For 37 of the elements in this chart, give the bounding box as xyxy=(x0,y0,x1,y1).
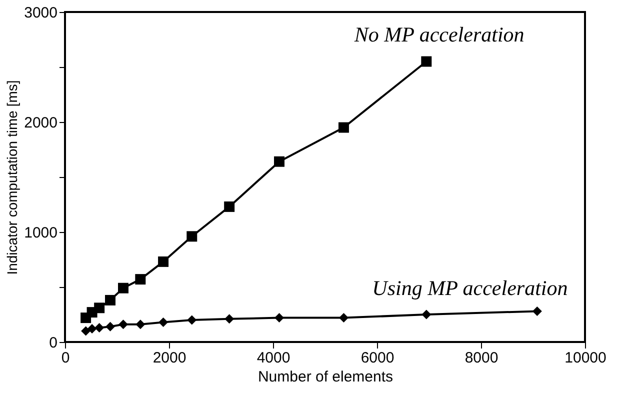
point xyxy=(187,315,197,325)
point xyxy=(224,314,234,324)
point xyxy=(274,156,284,167)
y-tick-label: 3000 xyxy=(24,4,58,22)
point xyxy=(186,231,198,242)
point xyxy=(118,320,128,330)
point xyxy=(421,56,432,67)
x-tick-label: 2000 xyxy=(152,350,186,366)
y-tick-label: 0 xyxy=(49,334,58,352)
y-tick-label: 1000 xyxy=(24,224,58,242)
x-axis-title: Number of elements xyxy=(258,368,394,386)
point xyxy=(94,302,105,314)
series-label: No MP acceleration xyxy=(353,22,524,46)
x-tick-label: 10000 xyxy=(564,350,606,366)
point xyxy=(158,317,168,327)
y-tick-label: 2000 xyxy=(24,114,58,132)
x-tick-label: 6000 xyxy=(360,350,394,366)
x-tick-label: 8000 xyxy=(464,350,498,366)
point xyxy=(422,310,432,320)
point xyxy=(105,322,115,332)
point xyxy=(532,306,542,316)
point xyxy=(87,324,97,334)
x-tick-label: 0 xyxy=(61,350,70,366)
point xyxy=(158,256,169,267)
point xyxy=(136,320,146,330)
point xyxy=(338,122,349,133)
point xyxy=(338,313,348,323)
point xyxy=(118,282,128,294)
point xyxy=(104,294,116,306)
point xyxy=(274,313,284,323)
point xyxy=(81,326,91,336)
y-axis-title: Indicator computation time [ms] xyxy=(4,80,20,275)
point xyxy=(135,274,146,285)
point xyxy=(94,322,104,332)
x-tick-label: 4000 xyxy=(256,350,290,366)
series-label: Using MP acceleration xyxy=(372,276,568,300)
point xyxy=(224,201,235,212)
